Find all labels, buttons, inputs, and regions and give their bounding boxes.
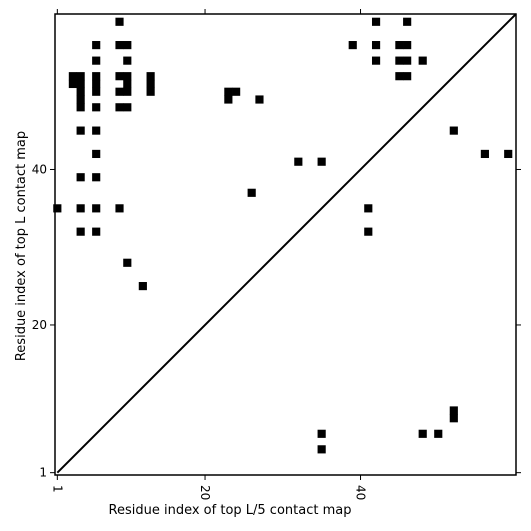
contact-cell-top-l5 xyxy=(449,406,458,415)
diagonal-line xyxy=(56,13,517,474)
contact-cell-top-l xyxy=(115,87,124,96)
contact-cell-top-l xyxy=(403,17,412,26)
contact-cell-top-l xyxy=(123,72,132,81)
contact-cell-top-l xyxy=(115,41,124,50)
contact-cell-top-l xyxy=(76,72,85,81)
contact-cell-top-l xyxy=(115,204,124,213)
contact-cell-top-l xyxy=(403,72,412,81)
contact-cell-top-l xyxy=(449,126,458,135)
plot-frame xyxy=(54,13,517,476)
contact-cell-top-l xyxy=(371,41,381,50)
contact-cell-top-l xyxy=(418,56,427,65)
contact-cell-top-l xyxy=(395,41,404,50)
contact-cell-top-l xyxy=(76,79,85,89)
contact-cell-top-l xyxy=(92,149,101,159)
y-tick-label: 40 xyxy=(32,162,47,176)
y-tick-label: 1 xyxy=(39,466,47,480)
contact-cell-top-l xyxy=(92,41,101,50)
contact-cell-top-l xyxy=(92,72,101,81)
y-axis-ticks: 1 20 40 xyxy=(32,162,521,480)
contact-cell-top-l xyxy=(115,17,124,26)
contact-cell-top-l xyxy=(68,72,77,81)
y-tick-label: 20 xyxy=(32,318,47,332)
contact-cell-top-l xyxy=(395,72,404,81)
contact-cell-top-l xyxy=(115,72,124,81)
contact-cell-top-l xyxy=(76,204,85,213)
contact-cell-top-l xyxy=(504,149,513,159)
contact-cell-top-l xyxy=(348,41,357,50)
contact-cell-top-l xyxy=(92,227,101,236)
contact-cell-top-l xyxy=(146,87,155,96)
contact-cell-top-l xyxy=(480,149,489,159)
x-axis-label: Residue index of top L/5 contact map xyxy=(109,503,352,518)
contact-cells xyxy=(53,17,513,454)
contact-cell-top-l xyxy=(371,17,381,26)
x-axis-ticks: 1 20 40 xyxy=(50,9,368,500)
contact-cell-top-l xyxy=(68,79,77,89)
contact-cell-top-l xyxy=(255,95,264,104)
contact-cell-top-l xyxy=(92,173,101,182)
contact-cell-top-l xyxy=(224,87,233,96)
contact-cell-top-l xyxy=(76,87,85,96)
contact-cell-top-l xyxy=(92,204,101,213)
contact-cell-top-l xyxy=(92,56,101,65)
contact-cell-top-l xyxy=(247,188,256,197)
contact-cell-top-l xyxy=(76,103,85,112)
contact-cell-top-l xyxy=(123,79,132,89)
contact-cell-top-l5 xyxy=(317,445,326,454)
contact-cell-top-l xyxy=(232,87,241,96)
contact-cell-top-l xyxy=(92,79,101,89)
contact-cell-top-l xyxy=(123,258,132,267)
contact-cell-top-l xyxy=(294,157,303,166)
contact-cell-top-l xyxy=(123,87,132,96)
contact-cell-top-l xyxy=(146,79,155,89)
contact-cell-top-l xyxy=(123,56,132,65)
contact-cell-top-l xyxy=(317,157,326,166)
contact-cell-top-l xyxy=(92,103,101,112)
contact-cell-top-l xyxy=(92,87,101,96)
contact-cell-top-l xyxy=(115,103,124,112)
contact-cell-top-l xyxy=(403,56,412,65)
contact-cell-top-l xyxy=(395,56,404,65)
x-tick-label: 40 xyxy=(354,485,368,500)
contact-cell-top-l xyxy=(53,204,62,213)
contact-cell-top-l xyxy=(403,41,412,50)
contact-cell-top-l5 xyxy=(434,429,443,438)
contact-cell-top-l5 xyxy=(418,429,427,438)
contact-cell-top-l xyxy=(76,95,85,104)
contact-cell-top-l5 xyxy=(317,429,326,438)
contact-cell-top-l xyxy=(123,103,132,112)
y-axis-label: Residue index of top L contact map xyxy=(14,131,29,361)
contact-cell-top-l xyxy=(76,227,85,236)
x-tick-label: 20 xyxy=(198,485,212,500)
contact-cell-top-l xyxy=(364,204,373,213)
contact-cell-top-l xyxy=(76,126,85,135)
contact-cell-top-l xyxy=(123,41,132,50)
x-tick-label: 1 xyxy=(50,485,64,493)
contact-cell-top-l xyxy=(92,126,101,135)
contact-cell-top-l xyxy=(146,72,155,81)
contact-cell-top-l xyxy=(224,95,233,104)
contact-cell-top-l5 xyxy=(449,414,458,423)
contact-cell-top-l xyxy=(76,173,85,182)
contact-cell-top-l xyxy=(371,56,381,65)
contact-cell-top-l xyxy=(138,282,147,291)
contact-cell-top-l xyxy=(364,227,373,236)
